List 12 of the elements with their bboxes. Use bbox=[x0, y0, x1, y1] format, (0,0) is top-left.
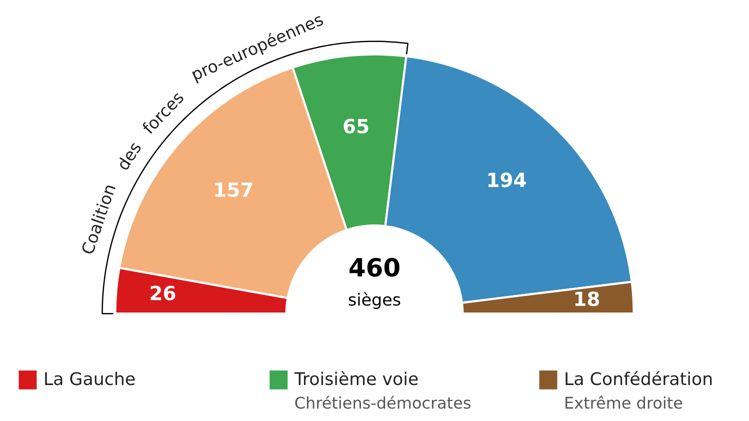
legend-label: La Gauche bbox=[45, 372, 135, 386]
text: Chrétiens-démocrates bbox=[295, 396, 470, 409]
data-label: 26 bbox=[150, 286, 176, 300]
legend-label: Troisième voie bbox=[294, 371, 418, 386]
text: Extrême droite bbox=[566, 396, 682, 409]
text: 460 bbox=[350, 258, 400, 277]
text: sièges bbox=[348, 292, 400, 310]
data-label: 65 bbox=[344, 118, 368, 134]
legend-label: La Confédération bbox=[566, 371, 712, 386]
data-label: 157 bbox=[215, 182, 252, 198]
data-label: 194 bbox=[488, 172, 526, 188]
data-label: 18 bbox=[575, 291, 600, 306]
